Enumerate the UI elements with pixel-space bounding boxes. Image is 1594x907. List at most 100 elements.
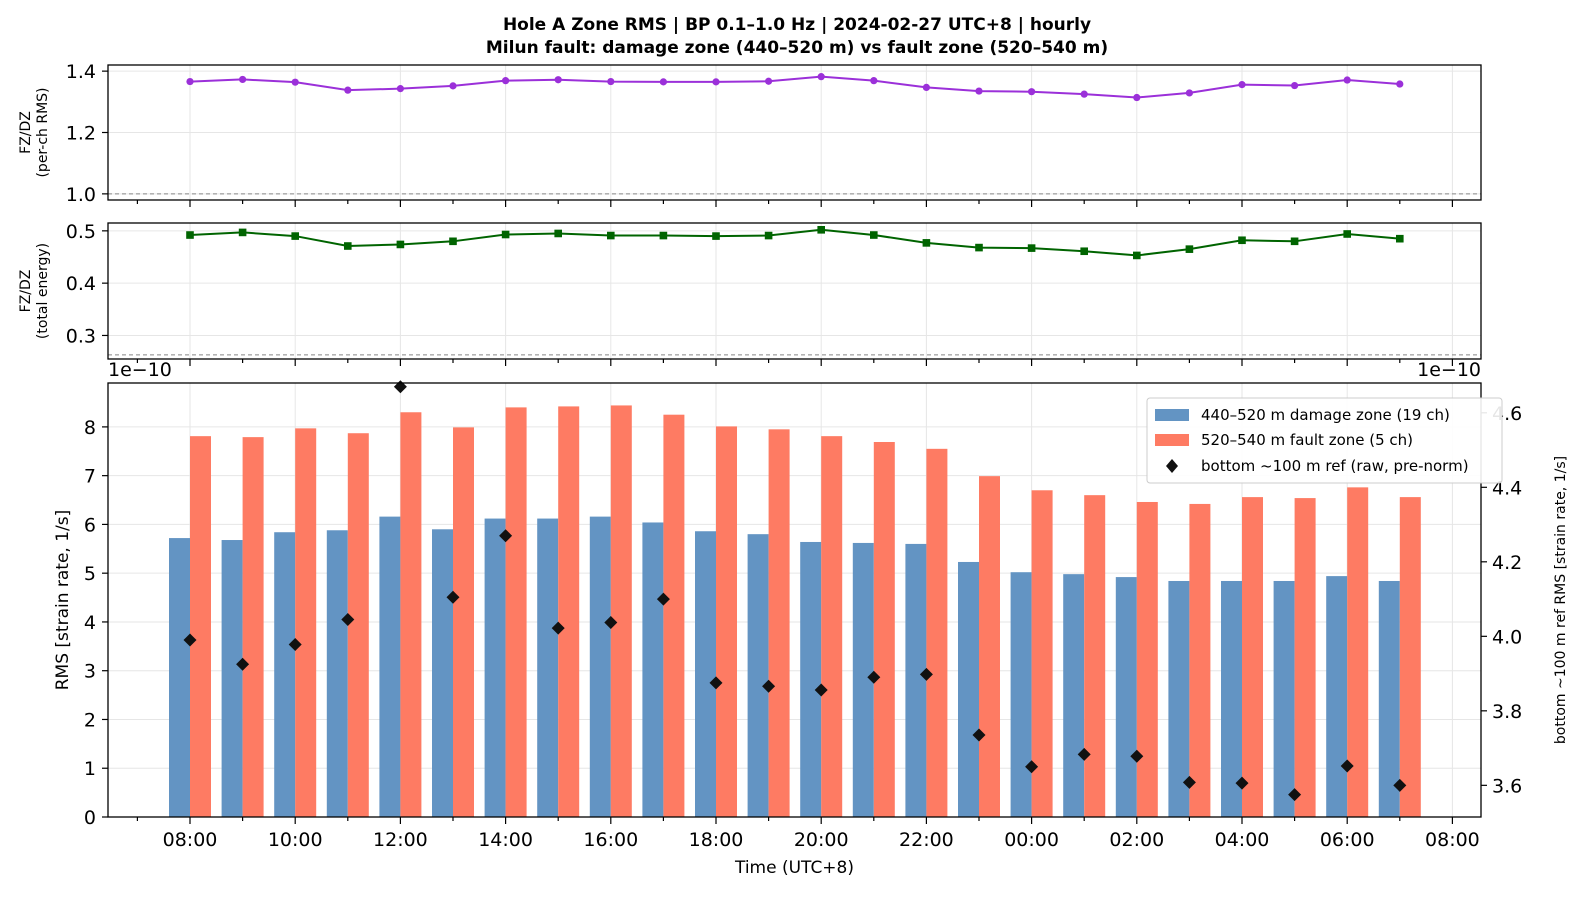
ratio-point <box>1027 244 1036 252</box>
ratio-point <box>291 232 299 240</box>
reference-diamond <box>183 633 197 647</box>
reference-diamond <box>1077 747 1091 761</box>
ratio-point <box>817 73 825 81</box>
ratio-point <box>870 77 878 85</box>
damage-zone-bar <box>221 540 243 817</box>
x-tick-label: 14:00 <box>478 829 533 851</box>
legend-swatch-fault-zone <box>1155 434 1189 446</box>
x-tick-label: 00:00 <box>1004 829 1059 851</box>
right-y-tick-label: 4.0 <box>1492 626 1522 648</box>
damage-zone-bar <box>958 561 979 817</box>
damage-zone-bar <box>432 529 453 817</box>
right-y-tick-label: 3.6 <box>1492 775 1522 797</box>
y-tick-label: 1.2 <box>66 123 96 145</box>
ratio-point <box>1133 251 1141 260</box>
ratio-point <box>659 78 668 86</box>
ratio-point <box>1185 89 1193 97</box>
fault-zone-bar <box>1294 498 1316 817</box>
reference-diamond <box>1235 776 1249 790</box>
ratio-point <box>922 239 931 247</box>
right-y-axis-label: bottom ~100 m ref RMS [strain rate, 1/s] <box>1553 456 1569 744</box>
ratio-point <box>239 75 247 84</box>
x-tick-label: 02:00 <box>1109 829 1164 851</box>
reference-diamond <box>919 667 933 681</box>
damage-zone-bar <box>1115 577 1137 817</box>
y-tick-label: 6 <box>84 514 96 536</box>
x-tick-label: 20:00 <box>794 829 849 851</box>
damage-zone-bar <box>1326 576 1348 817</box>
damage-zone-bar <box>484 518 506 817</box>
right-axis-offset-label: 1e−10 <box>1417 359 1481 381</box>
y-tick-label: 0.4 <box>66 273 96 295</box>
y-tick-label: 5 <box>84 563 96 585</box>
ratio-point <box>554 76 562 84</box>
ratio-point <box>344 86 352 94</box>
ratio-point <box>1396 80 1404 88</box>
right-y-tick-label: 4.2 <box>1492 552 1522 574</box>
right-y-tick-label: 3.8 <box>1492 701 1522 723</box>
reference-diamond <box>1340 759 1354 773</box>
panel-2-grid <box>108 223 1481 359</box>
ratio-point <box>449 82 457 90</box>
reference-diamond <box>1182 775 1196 789</box>
x-tick-label: 06:00 <box>1320 829 1375 851</box>
panel-2-frame <box>107 222 1482 360</box>
fault-zone-bar <box>610 405 632 817</box>
fault-zone-bar <box>979 476 1000 817</box>
fault-zone-bar <box>716 426 737 817</box>
y-tick-label: 4 <box>84 612 96 634</box>
damage-zone-bar <box>1221 580 1242 817</box>
fault-zone-bar <box>295 428 317 817</box>
chart-title-line-1: Hole A Zone RMS | BP 0.1–1.0 Hz | 2024-0… <box>503 15 1091 35</box>
reference-diamond <box>656 592 670 606</box>
damage-zone-bar <box>695 531 716 817</box>
damage-zone-bar <box>1273 580 1295 817</box>
panel-1-series <box>186 73 1404 102</box>
legend: 440–520 m damage zone (19 ch) 520–540 m … <box>1146 397 1503 484</box>
panel-2-series <box>186 226 1404 260</box>
fault-zone-bar <box>1347 487 1369 817</box>
x-tick-label: 10:00 <box>268 829 323 851</box>
y-tick-label: 0.3 <box>66 325 96 347</box>
damage-zone-bar <box>379 516 401 817</box>
reference-diamond <box>1288 788 1302 802</box>
fault-zone-bar <box>1031 490 1053 817</box>
panel-3-right-y-ticks: 3.63.84.04.24.44.6 <box>1481 403 1522 797</box>
panel-2-y-label-line-2: (total energy) <box>35 243 51 339</box>
damage-zone-bar <box>800 541 822 817</box>
ratio-point <box>396 85 404 93</box>
x-tick-label: 08:00 <box>1425 829 1480 851</box>
ratio-point <box>1396 234 1404 243</box>
fault-zone-bar <box>1084 495 1106 817</box>
panel-3-bars <box>169 405 1421 817</box>
reference-diamond <box>393 380 407 394</box>
ratio-point <box>502 77 510 85</box>
ratio-point <box>922 83 931 91</box>
fault-zone-bar <box>926 448 948 817</box>
legend-marker-reference <box>1166 459 1178 473</box>
ratio-point <box>344 242 352 250</box>
ratio-point <box>1185 245 1194 253</box>
panel-1-y-label-line-2: (per-ch RMS) <box>35 87 51 177</box>
y-tick-label: 7 <box>84 466 96 488</box>
reference-diamond <box>1393 778 1407 792</box>
fault-zone-bar <box>190 436 211 817</box>
fault-zone-bar <box>1399 497 1421 817</box>
damage-zone-bar <box>852 542 874 817</box>
reference-diamond <box>1025 760 1039 774</box>
ratio-point <box>1238 81 1246 89</box>
ratio-point <box>1080 90 1088 98</box>
reference-diamond <box>551 621 565 635</box>
ratio-point <box>870 231 878 239</box>
ratio-point <box>1238 236 1246 245</box>
reference-diamond <box>972 728 986 742</box>
ratio-point <box>764 231 773 240</box>
panel-3-x-ticks: 08:00 10:00 12:00 14:00 16:00 18:00 20:00 22:00… <box>136 817 1480 851</box>
fault-zone-bar <box>347 433 369 817</box>
panel-1-frame <box>107 64 1482 201</box>
y-tick-label: 8 <box>84 417 96 439</box>
reference-diamond <box>288 638 302 652</box>
ratio-point <box>501 230 510 239</box>
panel-3-y-ticks: 0 1 2 3 4 5 6 7 8 <box>84 417 108 829</box>
